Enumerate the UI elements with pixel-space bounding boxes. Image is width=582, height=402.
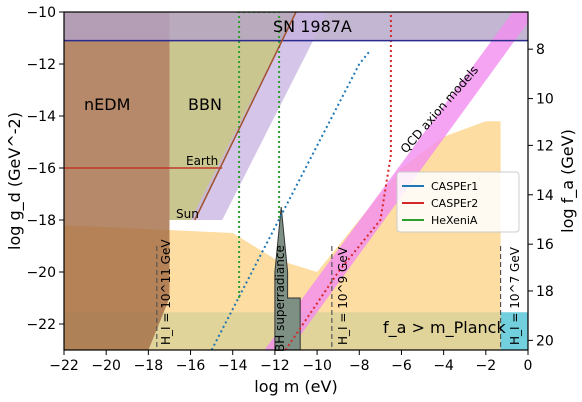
legend-label-hexenia: HeXeniA — [431, 214, 478, 227]
label-hi11: H_I = 10^11 GeV — [159, 239, 173, 345]
y-tick-label: −12 — [26, 57, 56, 73]
right-tick-label: 12 — [536, 138, 554, 154]
y-axis-ticks-left: −22 −20 −18 −16 −14 −12 −10 — [26, 5, 64, 333]
x-tick-label: −20 — [91, 358, 121, 374]
y-axis-label-right: log f_a (GeV) — [558, 129, 578, 233]
line-casper2 — [284, 12, 392, 350]
line-earth-sun-boundary — [194, 12, 297, 221]
legend-label-casper1: CASPEr1 — [431, 180, 478, 193]
label-earth: Earth — [186, 154, 218, 168]
right-tick-label: 8 — [536, 42, 545, 58]
y-axis-ticks-right: 20 18 16 14 12 10 8 — [528, 42, 554, 349]
x-tick-label: 0 — [524, 358, 533, 374]
x-tick-label: −12 — [260, 358, 290, 374]
label-planck: f_a > m_Planck — [383, 318, 506, 338]
region-nedm — [64, 12, 170, 350]
region-inflation-band — [64, 121, 501, 350]
label-nedm: nEDM — [84, 95, 130, 114]
legend: CASPEr1 CASPEr2 HeXeniA — [396, 171, 520, 233]
legend-label-casper2: CASPEr2 — [431, 197, 478, 210]
x-tick-label: −2 — [475, 358, 496, 374]
region-qcd-axion-band — [264, 12, 528, 350]
plot-frame — [63, 11, 529, 351]
x-tick-label: −16 — [176, 358, 206, 374]
line-hexenia — [238, 12, 281, 298]
x-tick-label: −4 — [433, 358, 454, 374]
y-tick-label: −10 — [26, 5, 56, 21]
y-tick-label: −20 — [26, 265, 56, 281]
constraint-lines — [64, 12, 528, 350]
y-axis-label-left: log g_d (GeV^-2) — [5, 112, 25, 250]
region-purple-wedge — [190, 12, 328, 220]
right-tick-label: 14 — [536, 188, 554, 204]
x-tick-label: −8 — [349, 358, 370, 374]
label-hi7: H_I = 10^7 GeV — [508, 246, 522, 345]
x-axis-label: log m (eV) — [254, 377, 337, 396]
y-tick-label: −22 — [26, 317, 56, 333]
label-sn1987a: SN 1987A — [273, 17, 352, 36]
x-axis-ticks: −22 −20 −18 −16 −14 −12 −10 −8 −6 −4 −2 0 — [49, 350, 532, 374]
x-tick-label: −14 — [218, 358, 248, 374]
right-tick-label: 18 — [536, 284, 554, 300]
x-tick-label: −6 — [391, 358, 412, 374]
label-hi9: H_I = 10^9 GeV — [336, 246, 350, 345]
label-bh: BH superradiance — [273, 245, 287, 352]
right-tick-label: 10 — [536, 92, 554, 108]
right-tick-label: 16 — [536, 237, 554, 253]
right-tick-label: 20 — [536, 333, 554, 349]
x-tick-label: −22 — [49, 358, 79, 374]
legend-box — [396, 171, 520, 233]
label-bbn: BBN — [188, 95, 222, 114]
x-tick-label: −18 — [134, 358, 164, 374]
x-tick-label: −10 — [302, 358, 332, 374]
line-casper1 — [210, 50, 371, 350]
region-bh-superradiance — [274, 206, 301, 350]
label-sun: Sun — [176, 207, 199, 221]
y-tick-label: −18 — [26, 213, 56, 229]
y-tick-label: −14 — [26, 109, 56, 125]
y-tick-label: −16 — [26, 161, 56, 177]
